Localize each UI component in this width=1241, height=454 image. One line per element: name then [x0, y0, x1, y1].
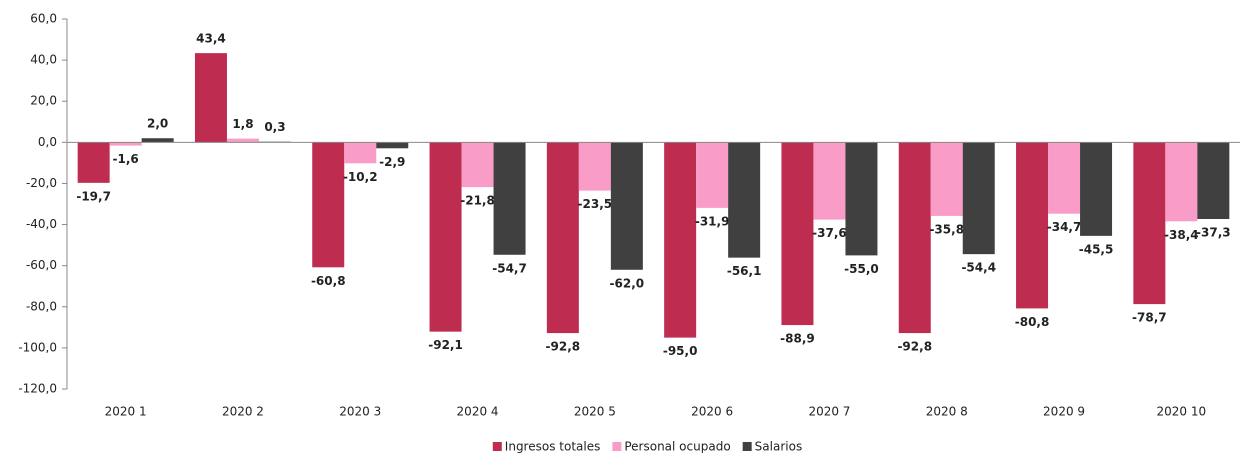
y-tick-label: -40,0: [26, 217, 57, 231]
legend-label: Salarios: [755, 440, 803, 454]
value-label: -56,1: [727, 264, 762, 278]
value-label: -37,3: [1196, 226, 1231, 240]
x-tick-label: 2020 5: [574, 405, 616, 419]
bar: [194, 53, 227, 143]
bar: [77, 142, 110, 183]
x-tick-label: 2020 7: [808, 405, 850, 419]
value-label: -2,9: [379, 155, 405, 169]
bar: [493, 142, 526, 255]
y-tick-label: -60,0: [26, 258, 57, 272]
bar: [813, 142, 846, 220]
bar: [461, 142, 494, 188]
bar: [578, 142, 611, 191]
y-tick-label: -20,0: [26, 176, 57, 190]
value-label: 43,4: [196, 32, 226, 46]
legend-label: Personal ocupado: [624, 440, 730, 454]
value-label: -60,8: [311, 274, 346, 288]
value-label: -23,5: [578, 197, 613, 211]
bar: [845, 142, 878, 256]
bar: [930, 142, 963, 216]
x-tick-label: 2020 6: [691, 405, 733, 419]
y-tick-label: 20,0: [30, 94, 57, 108]
bar: [1080, 142, 1113, 236]
bar: [226, 138, 259, 143]
bar: [312, 142, 345, 268]
value-label: -92,8: [897, 340, 932, 354]
bar: [546, 142, 579, 334]
x-tick-label: 2020 4: [457, 405, 499, 419]
legend-swatch: [742, 442, 752, 451]
x-tick-label: 2020 9: [1043, 405, 1085, 419]
bar: [1165, 142, 1198, 222]
bar: [429, 142, 462, 332]
value-label: 0,3: [264, 120, 285, 134]
x-tick-label: 2020 8: [926, 405, 968, 419]
x-tick-label: 2020 1: [105, 405, 147, 419]
value-label: 1,8: [232, 117, 253, 131]
y-tick-label: -120,0: [18, 382, 57, 396]
value-label: -37,6: [812, 226, 847, 240]
value-label: -10,2: [343, 170, 378, 184]
bar: [728, 142, 761, 258]
value-label: -88,9: [780, 332, 815, 346]
x-tick-label: 2020 3: [339, 405, 381, 419]
value-label: -95,0: [663, 344, 698, 358]
y-tick-label: -100,0: [18, 340, 57, 354]
bar: [1048, 142, 1081, 214]
bar: [696, 142, 729, 208]
value-label: -92,1: [428, 338, 463, 352]
value-label: -92,8: [546, 340, 581, 354]
value-label: -34,7: [1047, 220, 1082, 234]
bar: [141, 138, 174, 143]
bar: [1016, 142, 1049, 309]
y-tick-label: -80,0: [26, 299, 57, 313]
bar: [109, 142, 142, 146]
value-label: -45,5: [1079, 242, 1114, 256]
value-label: -62,0: [610, 276, 645, 290]
bar: [664, 142, 697, 338]
value-label: -54,4: [961, 261, 996, 275]
value-label: -19,7: [76, 189, 111, 203]
legend: Ingresos totales Personal ocupado Salarios: [492, 440, 803, 454]
value-label: -55,0: [844, 262, 879, 276]
bar: [1197, 142, 1230, 220]
bar: [898, 142, 931, 334]
value-label: -80,8: [1015, 315, 1050, 329]
bar: [344, 142, 377, 164]
bar: [1133, 142, 1166, 305]
value-label: 2,0: [147, 117, 168, 131]
y-tick-label: 60,0: [30, 12, 57, 26]
value-label: -38,4: [1164, 228, 1199, 242]
x-tick-label: 2020 10: [1157, 405, 1207, 419]
bar: [376, 142, 409, 149]
value-label: -35,8: [929, 222, 964, 236]
value-label: -31,9: [695, 214, 730, 228]
bar: [781, 142, 814, 326]
y-tick-label: 40,0: [30, 53, 57, 67]
value-label: -78,7: [1132, 311, 1167, 325]
value-label: -21,8: [460, 194, 495, 208]
bar: [610, 142, 643, 270]
value-label: -1,6: [113, 152, 139, 166]
x-tick-label: 2020 2: [222, 405, 264, 419]
y-tick-label: 0,0: [38, 135, 57, 149]
legend-swatch: [492, 442, 502, 451]
value-label: -54,7: [492, 261, 527, 275]
bar: [962, 142, 995, 255]
legend-label: Ingresos totales: [505, 440, 601, 454]
legend-swatch: [612, 442, 622, 451]
